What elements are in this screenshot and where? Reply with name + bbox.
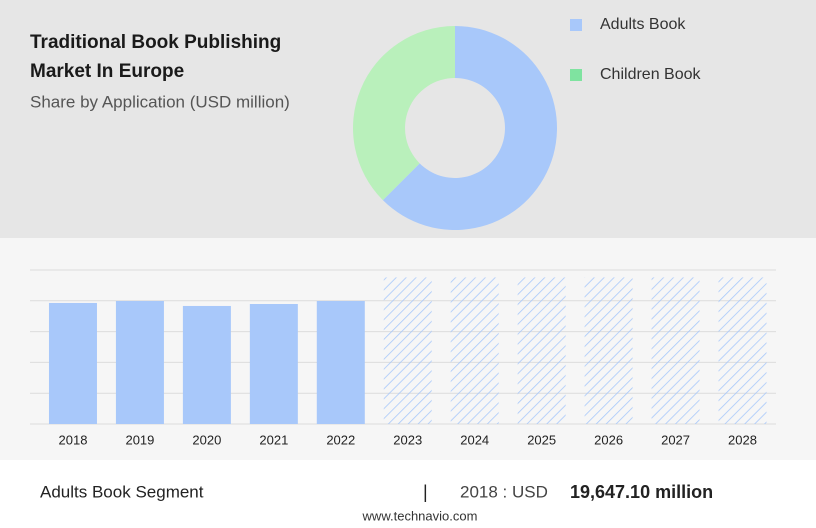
bar	[450, 277, 499, 424]
x-tick-label: 2021	[259, 432, 288, 447]
x-tick-label: 2019	[125, 432, 154, 447]
bar	[182, 305, 231, 424]
footer-year: 2018 : USD	[460, 482, 548, 501]
chart-title: Traditional Book Publishing Market In Eur…	[30, 32, 281, 82]
footer-value: 19,647.10 million	[570, 482, 713, 502]
bar	[316, 300, 365, 424]
donut-slice	[353, 26, 455, 201]
x-tick-label: 2024	[460, 432, 489, 447]
x-tick-label: 2025	[527, 432, 556, 447]
bar	[48, 302, 97, 424]
x-tick-label: 2028	[728, 432, 757, 447]
bar	[383, 277, 432, 424]
source: www.technavio.com	[362, 508, 478, 523]
footer-separator: |	[423, 482, 428, 502]
bar	[718, 277, 767, 424]
bar	[584, 277, 633, 424]
x-tick-label: 2027	[661, 432, 690, 447]
x-tick-label: 2022	[326, 432, 355, 447]
x-tick-label: 2018	[59, 432, 88, 447]
legend-swatch	[570, 19, 582, 31]
bar	[115, 300, 164, 424]
bar	[517, 277, 566, 424]
legend-swatch	[570, 69, 582, 81]
x-tick-label: 2020	[192, 432, 221, 447]
bar	[249, 304, 298, 424]
x-tick-label: 2026	[594, 432, 623, 447]
legend-label: Children Book	[600, 66, 702, 83]
x-tick-label: 2023	[393, 432, 422, 447]
legend-label: Adults Book	[600, 16, 686, 33]
chart-subtitle: Share by Application (USD million)	[30, 92, 290, 111]
bar	[651, 277, 700, 424]
footer-segment: Adults Book Segment	[40, 482, 204, 501]
donut-slice	[382, 26, 557, 230]
